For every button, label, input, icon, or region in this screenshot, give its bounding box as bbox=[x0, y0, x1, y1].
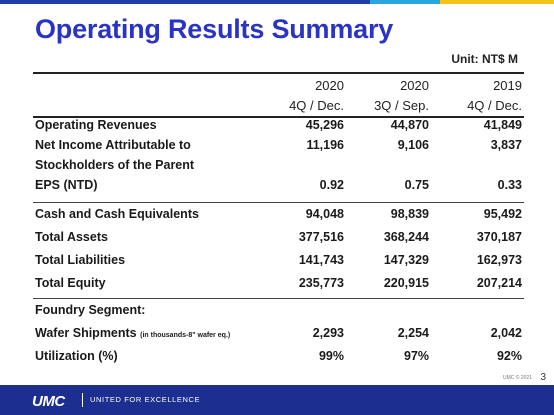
cell-value: 162,973 bbox=[476, 253, 522, 267]
column-header-1: 2020 4Q / Dec. bbox=[264, 76, 344, 116]
cell-value: 377,516 bbox=[298, 230, 344, 244]
section-rule bbox=[33, 202, 524, 203]
table-row-eps: EPS (NTD) 0.92 0.75 0.33 bbox=[35, 178, 524, 198]
row-label: Operating Revenues bbox=[35, 118, 157, 132]
table-row-wafer-shipments: Wafer Shipments (in thousands-8" wafer e… bbox=[35, 326, 524, 346]
row-label: Total Equity bbox=[35, 276, 106, 290]
column-quarter: 3Q / Sep. bbox=[374, 98, 429, 113]
cell-value: 97% bbox=[403, 349, 429, 363]
table-row-total-assets: Total Assets 377,516 368,244 370,187 bbox=[35, 230, 524, 250]
cell-value: 2,254 bbox=[397, 326, 429, 340]
umc-logo: UMC bbox=[32, 393, 65, 410]
row-label: Cash and Cash Equivalents bbox=[35, 207, 199, 221]
column-year: 2019 bbox=[493, 78, 522, 93]
table-row-foundry-segment: Foundry Segment: bbox=[35, 303, 524, 323]
row-label-line1: Net Income Attributable to bbox=[35, 138, 191, 152]
column-quarter: 4Q / Dec. bbox=[467, 98, 522, 113]
footer-divider bbox=[82, 393, 83, 407]
cell-value: 3,837 bbox=[490, 138, 522, 152]
table-row-utilization: Utilization (%) 99% 97% 92% bbox=[35, 349, 524, 369]
top-accent-bar bbox=[0, 0, 554, 4]
row-label-line2: Stockholders of the Parent bbox=[35, 158, 195, 172]
table-row-total-liabilities: Total Liabilities 141,743 147,329 162,97… bbox=[35, 253, 524, 273]
table-row-cash: Cash and Cash Equivalents 94,048 98,839 … bbox=[35, 207, 524, 227]
column-year: 2020 bbox=[315, 78, 344, 93]
column-header-3: 2019 4Q / Dec. bbox=[442, 76, 522, 116]
cell-value: 99% bbox=[318, 349, 344, 363]
accent-segment-cyan bbox=[370, 0, 440, 4]
page-number: 3 bbox=[540, 372, 546, 383]
table-row-operating-revenues: Operating Revenues 45,296 44,870 41,849 bbox=[35, 118, 524, 138]
footer-bar: UMC UNITED FOR EXCELLENCE bbox=[0, 385, 554, 415]
cell-value: 11,196 bbox=[306, 138, 344, 152]
cell-value: 370,187 bbox=[476, 230, 522, 244]
cell-value: 147,329 bbox=[383, 253, 429, 267]
cell-value: 220,915 bbox=[383, 276, 429, 290]
cell-value: 2,293 bbox=[312, 326, 344, 340]
row-label-text: Wafer Shipments bbox=[35, 326, 137, 340]
cell-value: 0.33 bbox=[497, 178, 522, 192]
row-label: Total Assets bbox=[35, 230, 108, 244]
cell-value: 41,849 bbox=[483, 118, 522, 132]
cell-value: 44,870 bbox=[390, 118, 429, 132]
cell-value: 368,244 bbox=[383, 230, 429, 244]
slide-title: Operating Results Summary bbox=[35, 14, 394, 44]
header-bottom-rule bbox=[33, 116, 524, 118]
row-label: Total Liabilities bbox=[35, 253, 126, 267]
column-quarter: 4Q / Dec. bbox=[289, 98, 344, 113]
column-year: 2020 bbox=[400, 78, 429, 93]
cell-value: 92% bbox=[496, 349, 522, 363]
cell-value: 141,743 bbox=[298, 253, 344, 267]
cell-value: 0.75 bbox=[404, 178, 429, 192]
cell-value: 45,296 bbox=[305, 118, 344, 132]
row-label-note: (in thousands-8" wafer eq.) bbox=[140, 332, 231, 339]
unit-label: Unit: NT$ M bbox=[451, 52, 518, 66]
accent-segment-yellow bbox=[440, 0, 554, 4]
row-label: Wafer Shipments (in thousands-8" wafer e… bbox=[35, 326, 230, 340]
cell-value: 2,042 bbox=[490, 326, 522, 340]
column-header-2: 2020 3Q / Sep. bbox=[349, 76, 429, 116]
cell-value: 235,773 bbox=[298, 276, 344, 290]
table-row-total-equity: Total Equity 235,773 220,915 207,214 bbox=[35, 276, 524, 296]
cell-value: 0.92 bbox=[319, 178, 344, 192]
row-label: Foundry Segment: bbox=[35, 303, 146, 317]
table-row-net-income: Net Income Attributable to Stockholders … bbox=[35, 138, 524, 178]
header-top-rule bbox=[33, 72, 524, 74]
accent-segment-blue bbox=[0, 0, 370, 4]
cell-value: 95,492 bbox=[483, 207, 522, 221]
cell-value: 207,214 bbox=[476, 276, 522, 290]
copyright-text: UMC © 2021 bbox=[503, 375, 532, 381]
cell-value: 94,048 bbox=[305, 207, 344, 221]
section-rule bbox=[33, 298, 524, 299]
row-label: EPS (NTD) bbox=[35, 178, 98, 192]
row-label: Utilization (%) bbox=[35, 349, 118, 363]
cell-value: 9,106 bbox=[397, 138, 429, 152]
cell-value: 98,839 bbox=[390, 207, 429, 221]
footer-tagline: UNITED FOR EXCELLENCE bbox=[90, 395, 201, 404]
